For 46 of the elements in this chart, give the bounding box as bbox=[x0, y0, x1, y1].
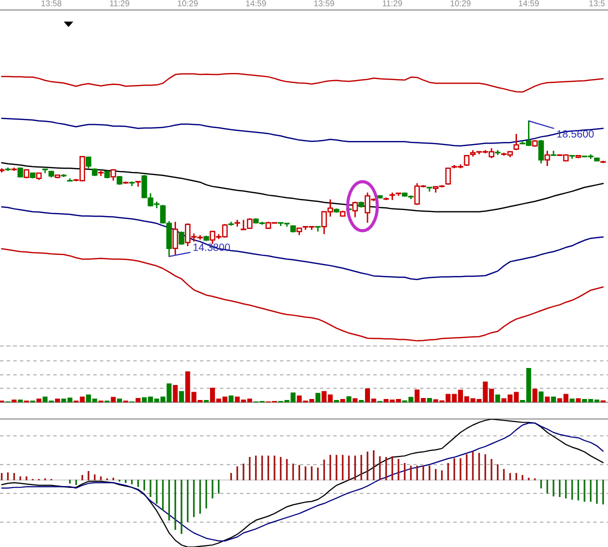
bar bbox=[110, 396, 116, 402]
x-tick-label: 10:29 bbox=[450, 0, 471, 6]
bar bbox=[315, 392, 320, 402]
candlestick bbox=[544, 150, 550, 167]
bar bbox=[352, 398, 358, 402]
x-tick-label: 13:5 bbox=[589, 0, 605, 6]
x-tick-label: 11:29 bbox=[110, 0, 130, 6]
x-tick-label: 11:29 bbox=[382, 0, 402, 6]
bar bbox=[346, 396, 352, 402]
x-tick-label: 13:58 bbox=[42, 0, 62, 6]
candlestick bbox=[172, 221, 178, 256]
candlestick bbox=[110, 168, 116, 182]
bar bbox=[427, 398, 432, 402]
bar bbox=[179, 391, 184, 402]
bar bbox=[55, 398, 60, 402]
bar bbox=[551, 396, 556, 402]
bar bbox=[204, 400, 209, 402]
bar bbox=[172, 385, 178, 402]
candlestick bbox=[86, 156, 92, 169]
bar bbox=[576, 398, 581, 402]
bar bbox=[358, 400, 364, 402]
candlestick bbox=[538, 139, 544, 164]
x-tick-label: 10:29 bbox=[178, 0, 198, 6]
bar bbox=[136, 398, 141, 402]
bar bbox=[12, 400, 17, 402]
text: 18.5600 bbox=[557, 130, 594, 138]
bar bbox=[228, 396, 234, 402]
candlestick bbox=[352, 200, 358, 218]
bar bbox=[18, 400, 23, 402]
candlestick bbox=[18, 166, 24, 178]
bar bbox=[570, 398, 575, 402]
candlestick bbox=[24, 168, 30, 180]
x-tick-label: 14:59 bbox=[518, 0, 539, 6]
x-tick-label: 14:59 bbox=[246, 0, 266, 6]
x-tick-label: 13:59 bbox=[314, 0, 334, 6]
bar bbox=[334, 400, 339, 402]
bar bbox=[495, 394, 500, 402]
bar bbox=[532, 388, 538, 402]
bar bbox=[544, 396, 550, 402]
bar bbox=[340, 398, 346, 402]
candlestick bbox=[514, 133, 520, 151]
bar bbox=[36, 398, 42, 402]
bar bbox=[117, 398, 122, 402]
candlestick bbox=[445, 166, 451, 186]
bar bbox=[538, 391, 544, 402]
candlestick bbox=[178, 230, 184, 246]
